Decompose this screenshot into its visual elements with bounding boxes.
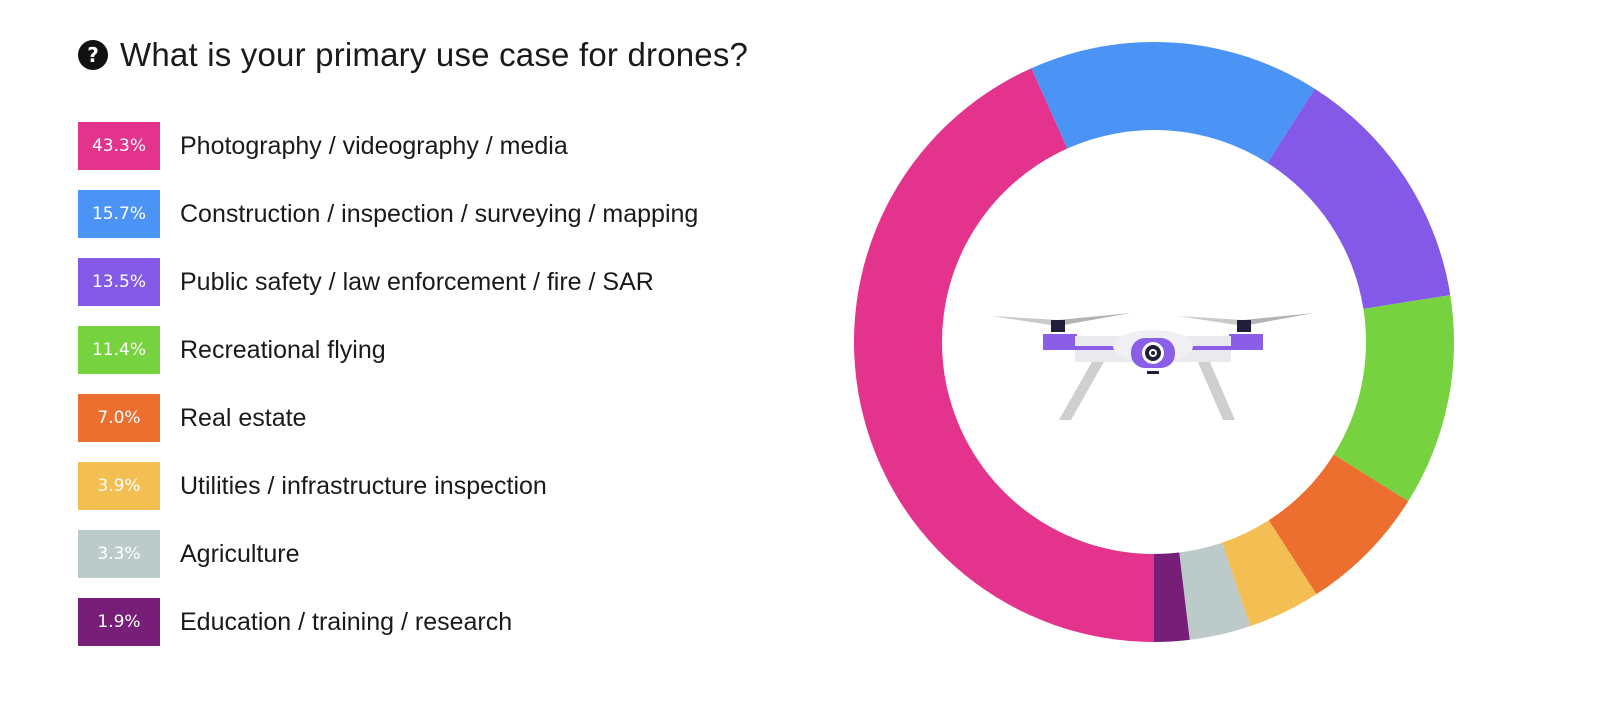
drone-left-leg-icon (1059, 360, 1105, 420)
donut-slice (1268, 454, 1409, 595)
drone-right-motor-icon (1237, 320, 1251, 332)
drone-left-motor-icon (1051, 320, 1065, 332)
legend-value-badge: 3.9% (78, 462, 160, 510)
legend-item: 11.4% Recreational flying (78, 326, 798, 374)
donut-chart-svg (853, 42, 1454, 643)
donut-slice (1031, 42, 1315, 164)
drone-right-blade-2-icon (1243, 313, 1314, 326)
question-circle-icon: ? (78, 40, 108, 70)
legend-item: 7.0% Real estate (78, 394, 798, 442)
donut-chart (840, 20, 1480, 660)
donut-slice (1222, 520, 1317, 627)
drone-camera-base-icon (1147, 371, 1159, 374)
drone-left-blade-icon (991, 316, 1058, 326)
legend-value-badge: 15.7% (78, 190, 160, 238)
legend-item: 3.3% Agriculture (78, 530, 798, 578)
chart-title: What is your primary use case for drones… (120, 36, 749, 73)
legend-value-badge: 13.5% (78, 258, 160, 306)
donut-slice (1267, 88, 1451, 309)
legend-item: 43.3% Photography / videography / media (78, 122, 798, 170)
legend-item: 1.9% Education / training / research (78, 598, 798, 646)
legend-value-badge: 3.3% (78, 530, 160, 578)
legend-label: Real estate (180, 403, 307, 432)
drone-camera-lens-dot-icon (1151, 351, 1155, 355)
legend-value-badge: 11.4% (78, 326, 160, 374)
donut-slice (1154, 552, 1190, 642)
legend-label: Education / training / research (180, 607, 513, 636)
chart-legend: 43.3% Photography / videography / media 15… (78, 122, 798, 666)
drone-right-blade-icon (1178, 316, 1243, 326)
legend-label: Public safety / law enforcement / fire /… (180, 267, 654, 296)
drone-arm-left-icon (1043, 334, 1077, 348)
legend-label: Utilities / infrastructure inspection (180, 471, 547, 500)
legend-label: Construction / inspection / surveying / … (180, 199, 699, 228)
chart-header: ? What is your primary use case for dron… (78, 36, 748, 74)
drone-left-blade-2-icon (1058, 313, 1131, 326)
legend-label: Photography / videography / media (180, 131, 568, 160)
drone-arm-right-icon (1229, 334, 1263, 348)
donut-slice (853, 68, 1154, 643)
legend-label: Agriculture (180, 539, 300, 568)
legend-item: 15.7% Construction / inspection / surveyi… (78, 190, 798, 238)
legend-item: 13.5% Public safety / law enforcement / f… (78, 258, 798, 306)
drone-right-leg-icon (1197, 360, 1235, 420)
legend-value-badge: 43.3% (78, 122, 160, 170)
legend-value-badge: 7.0% (78, 394, 160, 442)
donut-slices (853, 42, 1454, 643)
donut-slice (1179, 542, 1251, 640)
legend-item: 3.9% Utilities / infrastructure inspectio… (78, 462, 798, 510)
donut-slice (1333, 295, 1454, 502)
drone-icon (991, 313, 1314, 420)
legend-value-badge: 1.9% (78, 598, 160, 646)
legend-label: Recreational flying (180, 335, 386, 364)
